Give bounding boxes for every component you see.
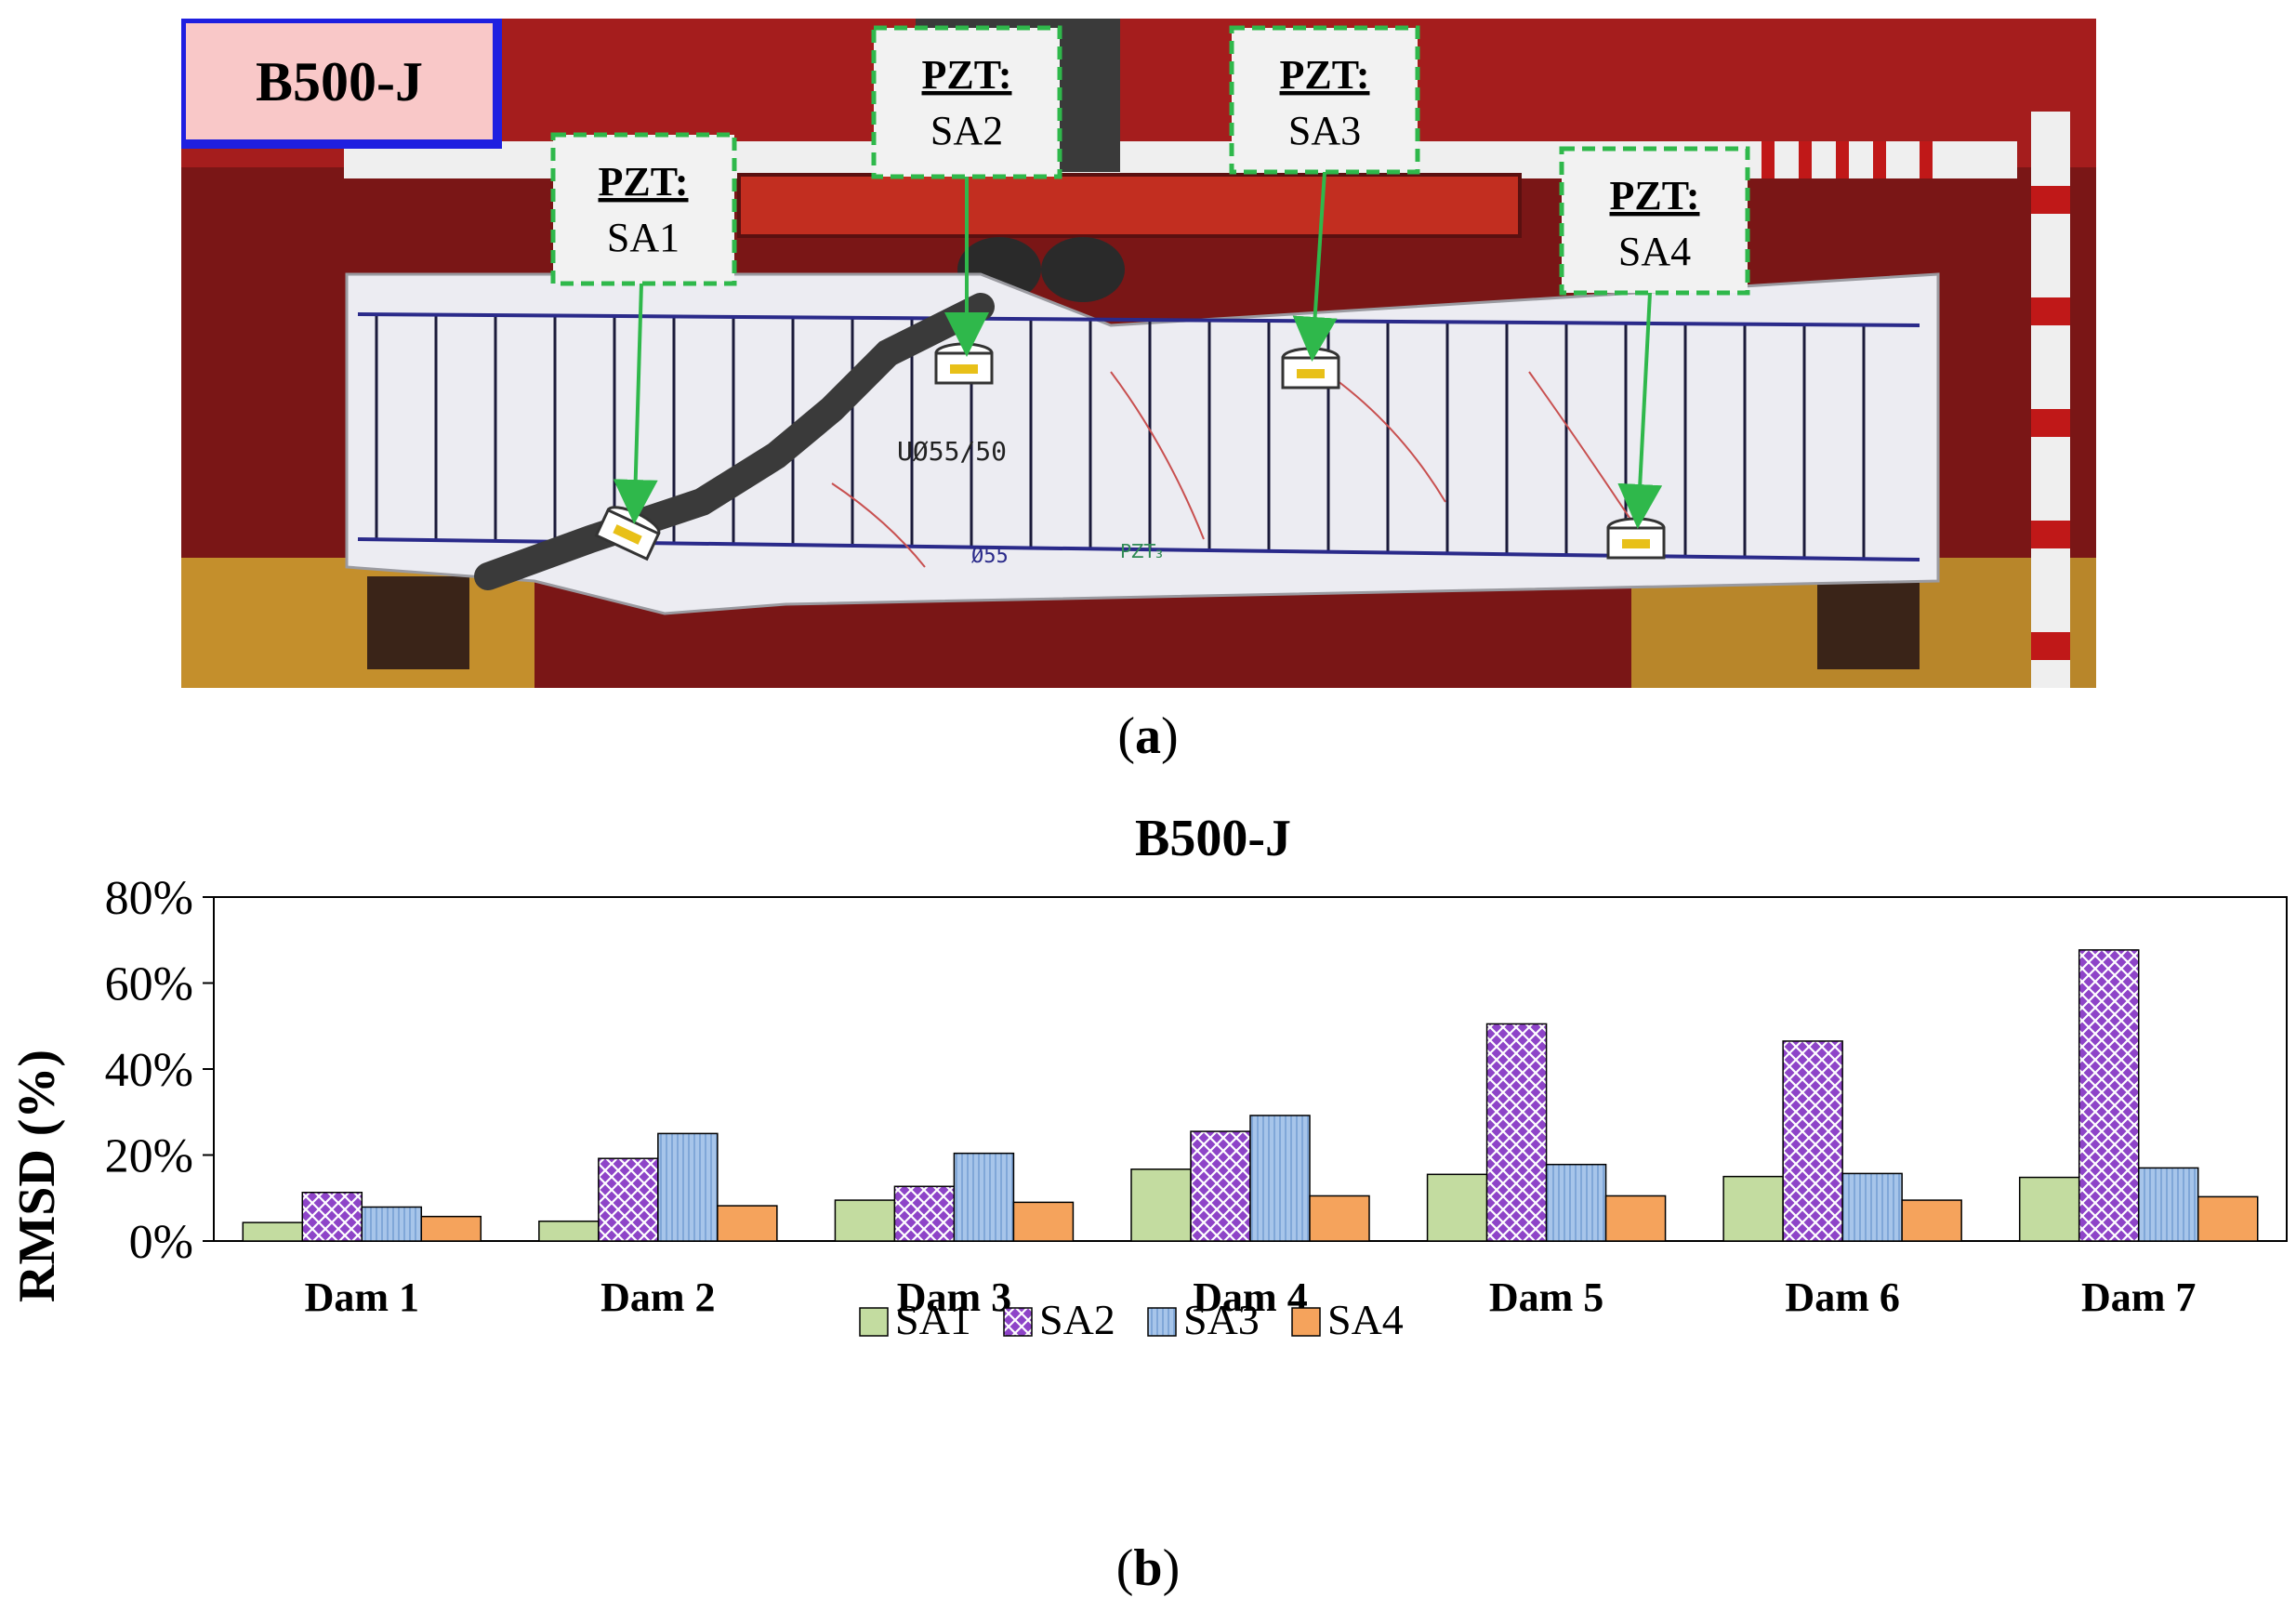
scale-marks xyxy=(1762,141,1933,178)
bar-sa4-2 xyxy=(717,1205,778,1242)
y-tick-label: 80% xyxy=(105,872,193,925)
bar-sa2-3 xyxy=(893,1185,956,1242)
bar-sa3-6 xyxy=(1841,1172,1903,1242)
legend-label-sa4: SA4 xyxy=(1327,1296,1404,1343)
vertical-scale-marks xyxy=(2031,186,2070,660)
callout-sa3-title: PZT: xyxy=(1280,52,1370,98)
y-tick-label: 40% xyxy=(105,1044,193,1097)
legend-label-sa1: SA1 xyxy=(895,1296,971,1343)
y-tick-label: 20% xyxy=(105,1130,193,1183)
bar-sa1-6 xyxy=(1722,1175,1784,1242)
support-left xyxy=(367,576,469,669)
y-axis-label: RMSD (%) xyxy=(8,1050,66,1302)
bar-sa4-1 xyxy=(420,1215,482,1242)
rmsd-bar-chart: B500-J RMSD (%) 0% 20% 40% 60% 80% Dam 1 Dam … xyxy=(0,799,2296,1534)
x-tick-label: Dam 1 xyxy=(305,1274,419,1320)
specimen-label: B500-J xyxy=(256,51,423,112)
callout-sa4-name: SA4 xyxy=(1618,229,1691,274)
bar-sa3-2 xyxy=(657,1132,719,1242)
loading-beam xyxy=(737,173,1522,238)
legend: SA1 SA2 SA3 SA4 xyxy=(859,1296,1404,1343)
bar-sa2-7 xyxy=(2078,949,2140,1242)
roller-right xyxy=(1041,237,1125,302)
pzt-sensor-icon-sa4 xyxy=(1606,517,1666,560)
bar-sa2-4 xyxy=(1190,1130,1251,1242)
bar-sa2-5 xyxy=(1485,1023,1548,1242)
bar-sa4-5 xyxy=(1604,1195,1667,1242)
legend-label-sa3: SA3 xyxy=(1183,1296,1260,1343)
x-tick-label: Dam 4 xyxy=(1193,1274,1307,1320)
caption-b: (b) xyxy=(1115,1539,1181,1597)
bar-sa2-6 xyxy=(1782,1040,1843,1242)
bar-sa1-1 xyxy=(242,1221,304,1242)
callout-sa1-title: PZT: xyxy=(599,159,689,205)
pzt-sensor-icon-sa3 xyxy=(1281,347,1340,390)
bar-sa1-5 xyxy=(1426,1173,1488,1242)
handwriting-pzt-note: PZT₃ xyxy=(1120,540,1163,562)
callout-sa4-title: PZT: xyxy=(1610,173,1700,218)
callout-arrow-sa1 xyxy=(613,283,658,524)
y-axis: 0% 20% 40% 60% 80% xyxy=(105,872,214,1269)
bar-sa4-4 xyxy=(1309,1195,1370,1242)
callout-sa2: PZT: SA2 xyxy=(871,25,1062,179)
bar-sa3-3 xyxy=(953,1152,1015,1242)
x-tick-label: Dam 6 xyxy=(1785,1274,1899,1320)
bar-sa4-6 xyxy=(1901,1199,1962,1242)
callout-arrow-sa4 xyxy=(1617,292,1663,529)
legend-swatch-sa4 xyxy=(1291,1307,1321,1337)
bar-sa1-7 xyxy=(2018,1176,2080,1242)
bars xyxy=(242,949,2259,1242)
callout-sa3: PZT: SA3 xyxy=(1229,25,1420,175)
bar-sa3-1 xyxy=(361,1206,423,1242)
support-right xyxy=(1817,576,1920,669)
top-rebar-line xyxy=(357,312,1920,327)
bar-sa4-3 xyxy=(1012,1201,1075,1242)
x-tick-label: Dam 2 xyxy=(600,1274,715,1320)
x-tick-label: Dam 5 xyxy=(1489,1274,1603,1320)
callout-sa4: PZT: SA4 xyxy=(1559,146,1750,296)
bar-sa2-1 xyxy=(301,1191,363,1242)
chart-title: B500-J xyxy=(1135,810,1291,867)
legend-swatch-sa1 xyxy=(859,1307,889,1337)
legend-swatch-sa2 xyxy=(1003,1307,1033,1337)
pzt-sensor-icon-sa2 xyxy=(934,342,994,385)
specimen-label-box: B500-J xyxy=(181,19,502,149)
bar-sa1-2 xyxy=(538,1220,600,1242)
callout-sa1: PZT: SA1 xyxy=(550,132,737,286)
x-axis: Dam 1 Dam 2 Dam 3 Dam 4 Dam 5 Dam 6 Dam 7 xyxy=(305,1274,2197,1320)
callout-sa2-title: PZT: xyxy=(922,52,1012,98)
y-tick-label: 0% xyxy=(129,1216,193,1269)
legend-label-sa2: SA2 xyxy=(1039,1296,1115,1343)
callout-arrow-sa3 xyxy=(1292,171,1338,362)
bar-sa2-2 xyxy=(598,1157,659,1242)
bar-sa4-7 xyxy=(2197,1195,2259,1242)
bar-sa1-3 xyxy=(834,1199,896,1242)
beam-photo: UØ55/50 Ø55 PZT₃ xyxy=(181,19,2096,688)
handwriting-stirrup-note: UØ55/50 xyxy=(897,436,1007,467)
callout-sa3-name: SA3 xyxy=(1288,108,1361,153)
caption-a-label: a xyxy=(1135,707,1161,765)
caption-b-label: b xyxy=(1133,1539,1163,1597)
callout-sa2-name: SA2 xyxy=(930,108,1003,153)
caption-a: (a) xyxy=(1117,707,1179,765)
concrete-beam xyxy=(345,272,1940,615)
shear-crack xyxy=(474,293,995,590)
handwriting-rebar-note: Ø55 xyxy=(971,545,1009,568)
bar-sa1-4 xyxy=(1130,1169,1192,1242)
callout-sa1-name: SA1 xyxy=(607,215,680,260)
legend-swatch-sa3 xyxy=(1147,1307,1177,1337)
x-tick-label: Dam 7 xyxy=(2081,1274,2196,1320)
bar-sa3-7 xyxy=(2137,1167,2199,1242)
bar-sa3-5 xyxy=(1545,1163,1607,1242)
bar-sa3-4 xyxy=(1249,1115,1311,1242)
x-tick-label: Dam 3 xyxy=(897,1274,1011,1320)
y-tick-label: 60% xyxy=(105,958,193,1011)
